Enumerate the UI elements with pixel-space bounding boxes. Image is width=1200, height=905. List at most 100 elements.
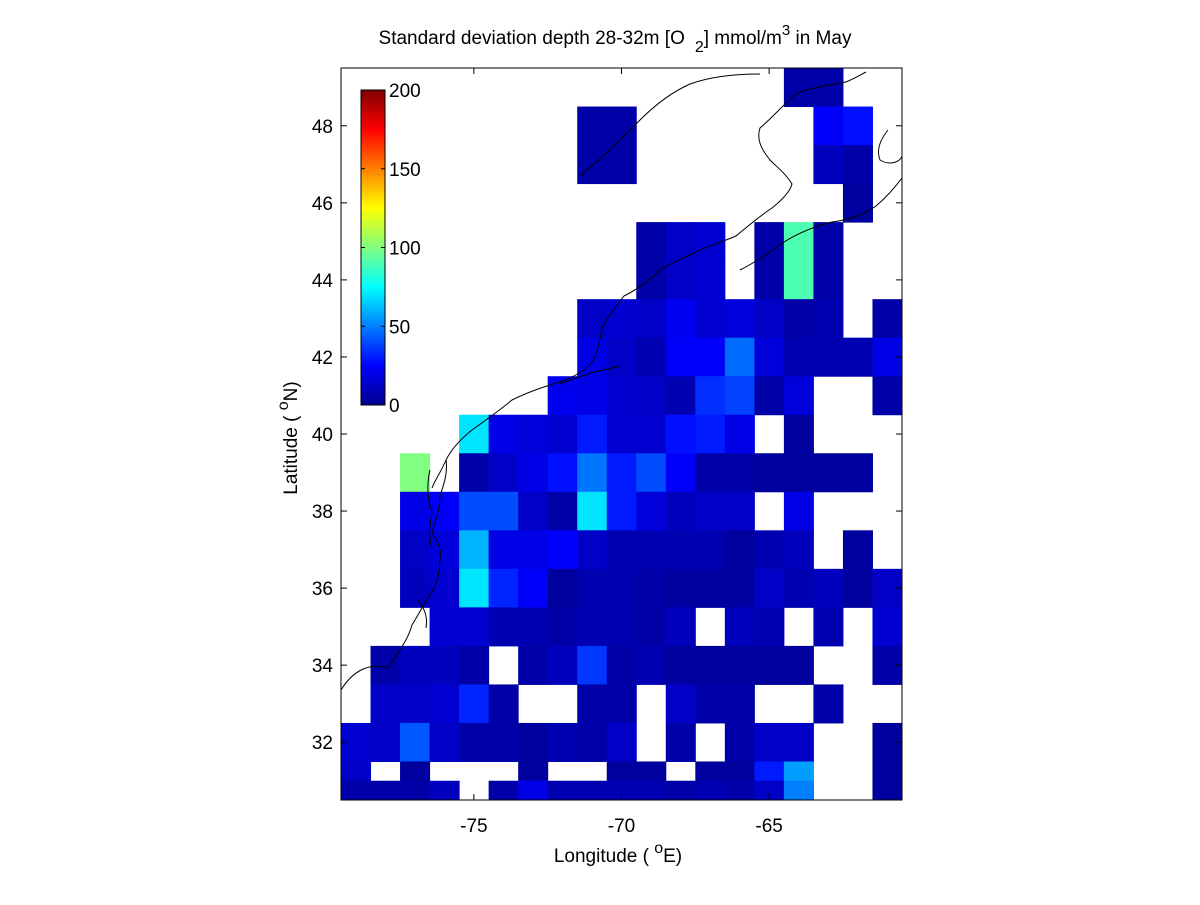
heatmap-cell <box>665 780 696 801</box>
heatmap-cell <box>606 530 637 570</box>
heatmap-cell <box>754 645 785 685</box>
heatmap-cell <box>665 260 696 300</box>
heatmap-cell <box>577 684 608 724</box>
heatmap-cell <box>724 780 755 801</box>
heatmap-cell <box>665 337 696 377</box>
heatmap-cell <box>429 684 460 724</box>
x-tick-label: -70 <box>608 816 635 837</box>
y-tick-label: 34 <box>312 656 334 677</box>
heatmap-cell <box>665 222 696 262</box>
heatmap-cell <box>724 453 755 493</box>
colorbar: 0 50 100 150 200 <box>360 81 421 417</box>
y-axis-label-prefix: Latitude ( <box>281 410 302 495</box>
x-axis-label-prefix: Longitude ( <box>554 846 654 867</box>
heatmap-cell <box>577 106 608 146</box>
chart-title-mid: ] mmol/m <box>704 28 782 49</box>
heatmap-cell <box>518 414 549 454</box>
heatmap-cell <box>488 722 519 762</box>
heatmap-cell <box>783 260 814 300</box>
heatmap-cell <box>606 337 637 377</box>
heatmap-cell <box>695 260 726 300</box>
plot-area: -75 -70 -65 32 34 36 38 40 42 44 46 48 <box>312 67 903 837</box>
heatmap-cell <box>429 722 460 762</box>
heatmap-cell <box>842 568 873 608</box>
heatmap-cell <box>754 260 785 300</box>
colorbar-tick-label: 0 <box>389 396 400 417</box>
heatmap-cell <box>636 337 667 377</box>
heatmap-cell <box>400 568 431 608</box>
y-tick-label: 36 <box>312 579 333 600</box>
heatmap-cell <box>695 453 726 493</box>
heatmap-cell <box>636 414 667 454</box>
heatmap-cell <box>695 414 726 454</box>
x-axis-label: Longitude ( oE) <box>554 840 682 867</box>
heatmap-cell <box>518 722 549 762</box>
heatmap-cell <box>370 684 401 724</box>
heatmap-cell <box>695 568 726 608</box>
heatmap-cell <box>488 684 519 724</box>
heatmap-cell <box>695 299 726 339</box>
y-tick-label: 32 <box>312 733 333 754</box>
heatmap-cell <box>754 222 785 262</box>
heatmap-cell <box>724 722 755 762</box>
heatmap-cell <box>842 530 873 570</box>
heatmap-cell <box>459 645 490 685</box>
heatmap-cell <box>695 376 726 416</box>
heatmap-cell <box>547 491 578 531</box>
heatmap-cell <box>665 299 696 339</box>
heatmap-cell <box>695 530 726 570</box>
heatmap-cell <box>813 568 844 608</box>
y-tick-label: 42 <box>312 348 333 369</box>
heatmap-cell <box>577 722 608 762</box>
chart-title-suffix: in May <box>790 28 852 49</box>
heatmap-cell <box>518 780 549 801</box>
heatmap-cell <box>577 299 608 339</box>
colorbar-ticks: 0 50 100 150 200 <box>361 81 421 417</box>
heatmap-cells <box>341 68 903 801</box>
heatmap-cell <box>518 645 549 685</box>
heatmap-cell <box>872 761 903 801</box>
heatmap-cell <box>754 453 785 493</box>
heatmap-cell <box>577 491 608 531</box>
heatmap-cell <box>577 376 608 416</box>
colorbar-tick-label: 150 <box>389 160 421 181</box>
heatmap-cell <box>459 491 490 531</box>
heatmap-cell <box>813 222 844 262</box>
coastline <box>340 71 903 691</box>
heatmap-cell <box>370 722 401 762</box>
heatmap-cell <box>754 722 785 762</box>
heatmap-cell <box>665 645 696 685</box>
heatmap-cell <box>400 722 431 762</box>
heatmap-cell <box>754 530 785 570</box>
heatmap-cell <box>636 222 667 262</box>
heatmap-cell <box>783 376 814 416</box>
heatmap-cell <box>341 780 372 801</box>
coastline-mainland <box>340 71 867 691</box>
heatmap-cell <box>488 491 519 531</box>
heatmap-cell <box>783 222 814 262</box>
heatmap-cell <box>606 376 637 416</box>
heatmap-cell <box>754 299 785 339</box>
heatmap-cell <box>459 607 490 647</box>
heatmap-cell <box>606 645 637 685</box>
heatmap-cell <box>783 645 814 685</box>
heatmap-cell <box>813 260 844 300</box>
heatmap-cell <box>577 414 608 454</box>
heatmap-cell <box>813 145 844 185</box>
heatmap-cell <box>695 337 726 377</box>
heatmap-cell <box>547 453 578 493</box>
heatmap-cell <box>783 414 814 454</box>
heatmap-cell <box>400 780 431 801</box>
heatmap-cell <box>724 414 755 454</box>
heatmap-cell <box>636 645 667 685</box>
heatmap-cell <box>547 607 578 647</box>
colorbar-tick-label: 100 <box>389 239 421 260</box>
heatmap-cell <box>606 491 637 531</box>
heatmap-cell <box>813 106 844 146</box>
heatmap-cell <box>665 607 696 647</box>
heatmap-cell <box>724 299 755 339</box>
heatmap-cell <box>518 453 549 493</box>
heatmap-cell <box>459 568 490 608</box>
heatmap-cell <box>842 453 873 493</box>
